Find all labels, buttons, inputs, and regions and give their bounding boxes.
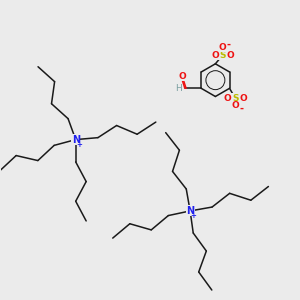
- Text: O: O: [211, 51, 219, 60]
- Text: +: +: [191, 213, 197, 219]
- Text: +: +: [76, 142, 82, 148]
- Text: O: O: [226, 51, 234, 60]
- Text: O: O: [224, 94, 231, 103]
- Text: S: S: [219, 51, 226, 60]
- Text: -: -: [239, 104, 243, 114]
- Text: S: S: [232, 94, 238, 103]
- Text: N: N: [72, 135, 80, 145]
- Text: O: O: [239, 94, 247, 103]
- Text: -: -: [226, 40, 231, 50]
- Text: O: O: [219, 43, 226, 52]
- Text: O: O: [231, 101, 239, 110]
- Text: H: H: [175, 84, 182, 93]
- Text: O: O: [178, 72, 186, 81]
- Text: N: N: [186, 206, 194, 216]
